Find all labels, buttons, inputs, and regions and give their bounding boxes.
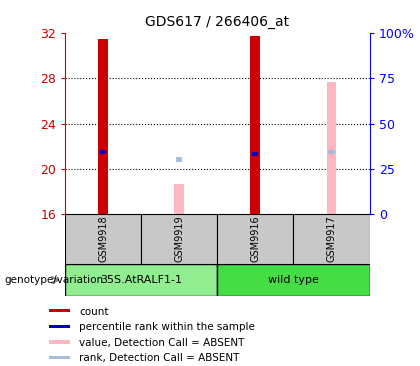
- Bar: [65, 264, 218, 296]
- Bar: [174, 183, 184, 214]
- Bar: [100, 150, 106, 154]
- Text: GSM9916: GSM9916: [250, 216, 260, 262]
- Text: rank, Detection Call = ABSENT: rank, Detection Call = ABSENT: [79, 353, 239, 363]
- Bar: [252, 152, 258, 156]
- Bar: [218, 214, 294, 264]
- Bar: [50, 325, 70, 328]
- Text: count: count: [79, 307, 108, 317]
- Text: value, Detection Call = ABSENT: value, Detection Call = ABSENT: [79, 338, 244, 348]
- Text: genotype/variation: genotype/variation: [4, 275, 103, 285]
- Text: GSM9919: GSM9919: [174, 216, 184, 262]
- Text: GSM9917: GSM9917: [326, 216, 336, 262]
- Bar: [328, 150, 335, 154]
- Bar: [250, 36, 260, 214]
- Bar: [294, 214, 370, 264]
- Bar: [176, 157, 182, 162]
- Text: GSM9918: GSM9918: [98, 216, 108, 262]
- Bar: [50, 356, 70, 359]
- Bar: [327, 82, 336, 214]
- Bar: [50, 340, 70, 344]
- Text: 35S.AtRALF1-1: 35S.AtRALF1-1: [100, 275, 182, 285]
- Bar: [50, 309, 70, 313]
- Bar: [218, 264, 370, 296]
- Text: percentile rank within the sample: percentile rank within the sample: [79, 322, 255, 332]
- Text: wild type: wild type: [268, 275, 319, 285]
- Bar: [141, 214, 218, 264]
- Title: GDS617 / 266406_at: GDS617 / 266406_at: [145, 15, 289, 29]
- Bar: [65, 214, 141, 264]
- Bar: [98, 38, 108, 214]
